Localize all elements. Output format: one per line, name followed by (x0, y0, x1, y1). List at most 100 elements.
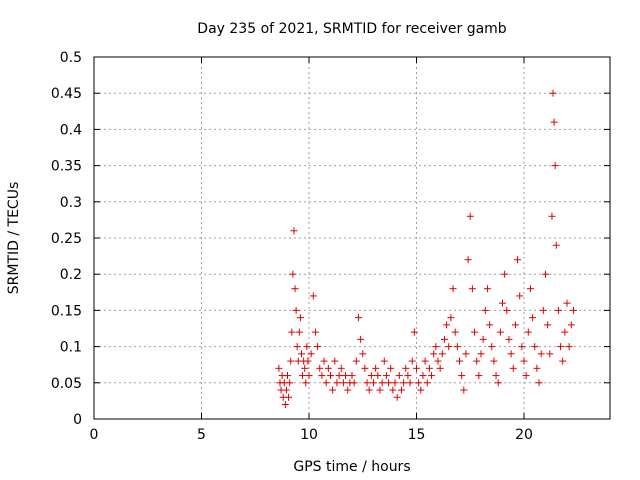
data-point (357, 335, 365, 343)
x-axis-title: GPS time / hours (293, 459, 410, 475)
data-point (410, 328, 418, 336)
y-tick-label: 0.1 (60, 340, 82, 356)
y-tick-labels: 0 0.05 0.1 0.15 0.2 0.25 0.3 0.35 0.4 0.45 0.5 (51, 50, 82, 428)
data-point (445, 343, 453, 351)
y-tick-label: 0.05 (51, 376, 82, 392)
data-point (281, 401, 289, 409)
data-point (436, 364, 444, 372)
data-point (511, 321, 519, 329)
data-point (546, 350, 554, 358)
data-point (307, 350, 315, 358)
data-point (518, 343, 526, 351)
data-point (304, 357, 312, 365)
data-point (550, 118, 558, 126)
data-point (490, 357, 498, 365)
data-point (387, 364, 395, 372)
y-tick-label: 0.35 (51, 159, 82, 175)
data-point (395, 372, 403, 380)
data-point (389, 386, 397, 394)
data-point (533, 364, 541, 372)
data-point (567, 321, 575, 329)
data-point (291, 285, 299, 293)
data-point (303, 343, 311, 351)
data-point (406, 379, 414, 387)
data-point (561, 328, 569, 336)
data-point (293, 343, 301, 351)
data-point (526, 285, 534, 293)
y-tick-label: 0.5 (60, 50, 82, 66)
data-point (557, 343, 565, 351)
x-tick-label: 10 (300, 427, 318, 443)
data-point (423, 379, 431, 387)
data-point (352, 357, 360, 365)
x-tick-label: 0 (90, 427, 99, 443)
data-point (372, 364, 380, 372)
data-point (327, 372, 334, 380)
data-point (297, 350, 305, 358)
data-point (492, 372, 500, 380)
data-point (466, 212, 474, 220)
data-point (462, 350, 470, 358)
x-tick-label: 15 (408, 427, 426, 443)
data-point (393, 393, 401, 401)
data-point (324, 364, 332, 372)
data-point (554, 306, 562, 314)
data-point (302, 379, 310, 387)
y-tick-label: 0.45 (51, 86, 82, 102)
data-point (432, 343, 440, 351)
data-point (289, 270, 297, 278)
data-point (488, 343, 496, 351)
data-point (516, 292, 524, 300)
y-tick-label: 0.25 (51, 231, 82, 247)
data-point (430, 350, 438, 358)
data-point (348, 372, 356, 380)
data-point (496, 328, 504, 336)
data-point (404, 372, 412, 380)
data-point (468, 285, 476, 293)
data-point (440, 335, 448, 343)
data-point (447, 314, 455, 322)
data-point (311, 328, 319, 336)
data-point (507, 350, 515, 358)
x-tick-label: 20 (515, 427, 533, 443)
data-point (563, 299, 571, 307)
data-point (548, 212, 556, 220)
data-point (494, 379, 502, 387)
data-point (419, 372, 427, 380)
data-point (531, 343, 539, 351)
data-point (505, 335, 513, 343)
data-points (275, 89, 577, 409)
data-point (434, 357, 442, 365)
data-point (318, 372, 326, 380)
data-point (385, 379, 393, 387)
y-tick-label: 0.3 (60, 195, 82, 211)
y-tick-label: 0 (73, 412, 82, 428)
data-point (415, 379, 423, 387)
data-point (529, 314, 537, 322)
data-point (314, 343, 322, 351)
data-point (417, 386, 425, 394)
data-point (565, 343, 573, 351)
data-point (524, 328, 532, 336)
data-point (397, 386, 405, 394)
data-point (339, 379, 347, 387)
data-point (421, 357, 429, 365)
chart-title: Day 235 of 2021, SRMTID for receiver gam… (197, 21, 507, 37)
data-point (301, 364, 309, 372)
data-point (382, 372, 390, 380)
data-point (483, 285, 491, 293)
data-point (449, 285, 457, 293)
data-point (354, 314, 362, 322)
data-point (402, 364, 410, 372)
data-point (282, 386, 290, 394)
grid (94, 57, 610, 419)
data-point (486, 321, 494, 329)
data-point (342, 372, 350, 380)
data-point (286, 379, 294, 387)
data-point (309, 292, 317, 300)
data-point (287, 357, 295, 365)
data-point (378, 379, 386, 387)
data-point (400, 379, 408, 387)
data-point (296, 314, 304, 322)
